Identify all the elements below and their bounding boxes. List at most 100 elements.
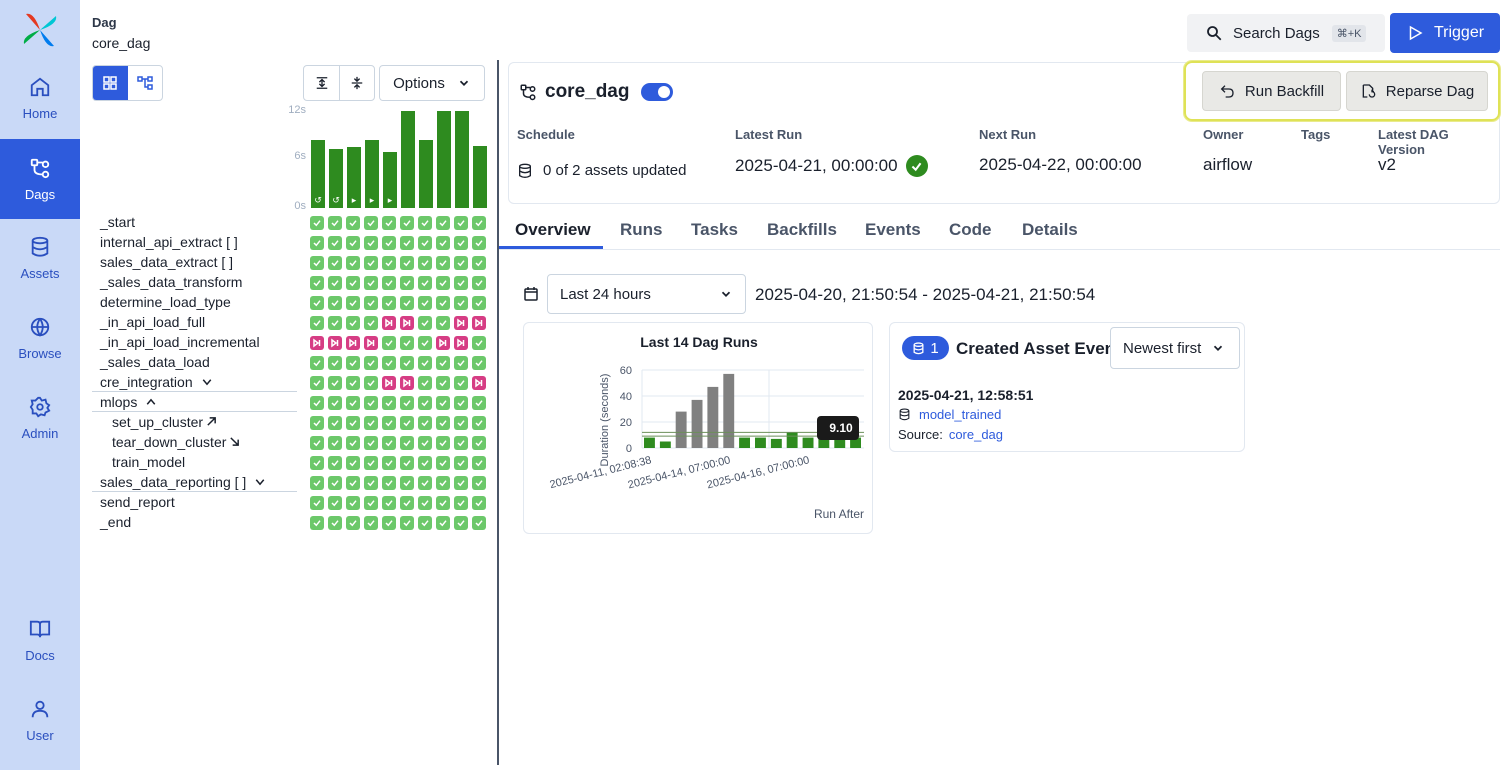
- task-instance-success[interactable]: [418, 296, 432, 310]
- task-instance-success[interactable]: [400, 356, 414, 370]
- task-instance-success[interactable]: [454, 436, 468, 450]
- task-instance-success[interactable]: [382, 216, 396, 230]
- task-instance-skipped[interactable]: [346, 336, 360, 350]
- task-instance-success[interactable]: [436, 276, 450, 290]
- nav-home[interactable]: Home: [0, 58, 80, 138]
- dag-run-bar[interactable]: [691, 399, 703, 448]
- task-group-row[interactable]: mlops: [92, 392, 297, 412]
- task-instance-success[interactable]: [382, 496, 396, 510]
- dag-pause-toggle[interactable]: [641, 83, 674, 101]
- task-instance-success[interactable]: [400, 516, 414, 530]
- task-instance-skipped[interactable]: [382, 316, 396, 330]
- graph-view-button[interactable]: [128, 66, 163, 100]
- dag-run-bar[interactable]: [644, 437, 655, 448]
- task-instance-success[interactable]: [436, 316, 450, 330]
- owner-value[interactable]: airflow: [1203, 155, 1253, 174]
- task-instance-success[interactable]: [328, 436, 342, 450]
- task-instance-skipped[interactable]: [400, 376, 414, 390]
- dag-run-bar[interactable]: [723, 373, 735, 448]
- task-instance-success[interactable]: [382, 236, 396, 250]
- task-instance-success[interactable]: [364, 216, 378, 230]
- task-instance-success[interactable]: [364, 236, 378, 250]
- task-instance-success[interactable]: [382, 276, 396, 290]
- task-row[interactable]: internal_api_extract [ ]: [92, 232, 297, 252]
- task-row[interactable]: _sales_data_transform: [92, 272, 297, 292]
- task-instance-success[interactable]: [400, 496, 414, 510]
- task-instance-success[interactable]: [364, 276, 378, 290]
- task-instance-success[interactable]: [346, 316, 360, 330]
- task-instance-success[interactable]: [346, 276, 360, 290]
- task-instance-success[interactable]: [436, 296, 450, 310]
- run-duration-bar[interactable]: [401, 111, 415, 208]
- task-instance-success[interactable]: [310, 376, 324, 390]
- task-instance-success[interactable]: [400, 456, 414, 470]
- task-instance-success[interactable]: [364, 356, 378, 370]
- nav-dags[interactable]: Dags: [0, 139, 80, 219]
- task-row[interactable]: set_up_cluster: [92, 412, 297, 432]
- run-duration-bar[interactable]: [311, 140, 325, 208]
- task-instance-success[interactable]: [310, 396, 324, 410]
- task-row[interactable]: train_model: [92, 452, 297, 472]
- task-instance-success[interactable]: [400, 396, 414, 410]
- task-instance-skipped[interactable]: [382, 376, 396, 390]
- tab-details[interactable]: Details: [1022, 220, 1078, 239]
- task-instance-success[interactable]: [328, 316, 342, 330]
- task-instance-success[interactable]: [328, 476, 342, 490]
- task-instance-success[interactable]: [346, 436, 360, 450]
- grid-view-button[interactable]: [93, 66, 128, 100]
- task-instance-success[interactable]: [328, 396, 342, 410]
- task-instance-success[interactable]: [418, 476, 432, 490]
- chevron-down-icon[interactable]: [254, 476, 266, 488]
- task-instance-success[interactable]: [454, 256, 468, 270]
- latest-run-value[interactable]: 2025-04-21, 00:00:00: [735, 155, 928, 177]
- task-instance-success[interactable]: [436, 476, 450, 490]
- task-instance-success[interactable]: [382, 476, 396, 490]
- task-instance-success[interactable]: [364, 456, 378, 470]
- task-instance-success[interactable]: [418, 356, 432, 370]
- airflow-logo-icon[interactable]: [20, 10, 60, 50]
- search-dags-button[interactable]: Search Dags ⌘+K: [1187, 14, 1385, 52]
- dag-run-bar[interactable]: [770, 438, 782, 448]
- task-instance-success[interactable]: [328, 376, 342, 390]
- task-instance-success[interactable]: [418, 236, 432, 250]
- task-instance-success[interactable]: [454, 516, 468, 530]
- nav-docs[interactable]: Docs: [0, 600, 80, 680]
- nav-user[interactable]: User: [0, 680, 80, 760]
- task-instance-skipped[interactable]: [472, 316, 486, 330]
- task-instance-success[interactable]: [436, 256, 450, 270]
- nav-browse[interactable]: Browse: [0, 298, 80, 378]
- task-instance-success[interactable]: [364, 416, 378, 430]
- task-instance-success[interactable]: [328, 496, 342, 510]
- task-instance-success[interactable]: [436, 376, 450, 390]
- task-group-row[interactable]: sales_data_reporting [ ]: [92, 472, 297, 492]
- tab-overview[interactable]: Overview: [515, 220, 591, 239]
- task-instance-success[interactable]: [382, 256, 396, 270]
- task-instance-success[interactable]: [436, 416, 450, 430]
- task-instance-success[interactable]: [454, 496, 468, 510]
- task-instance-success[interactable]: [346, 356, 360, 370]
- reparse-dag-button[interactable]: Reparse Dag: [1346, 71, 1488, 111]
- event-source-link[interactable]: core_dag: [948, 427, 1004, 442]
- task-instance-success[interactable]: [346, 296, 360, 310]
- dag-run-bar[interactable]: [818, 436, 830, 448]
- run-duration-bar[interactable]: [419, 140, 433, 208]
- collapse-all-button[interactable]: [339, 66, 374, 100]
- task-row[interactable]: determine_load_type: [92, 292, 297, 312]
- task-instance-success[interactable]: [328, 356, 342, 370]
- task-instance-skipped[interactable]: [454, 316, 468, 330]
- task-instance-success[interactable]: [346, 256, 360, 270]
- task-instance-success[interactable]: [310, 456, 324, 470]
- task-instance-success[interactable]: [418, 496, 432, 510]
- task-instance-success[interactable]: [400, 256, 414, 270]
- dag-run-bar[interactable]: [802, 437, 814, 448]
- task-instance-success[interactable]: [454, 296, 468, 310]
- nav-assets[interactable]: Assets: [0, 218, 80, 298]
- task-instance-success[interactable]: [436, 396, 450, 410]
- tab-tasks[interactable]: Tasks: [691, 220, 738, 239]
- task-instance-success[interactable]: [418, 216, 432, 230]
- run-duration-bar[interactable]: [383, 152, 397, 208]
- task-instance-success[interactable]: [472, 336, 486, 350]
- task-instance-success[interactable]: [472, 496, 486, 510]
- task-instance-success[interactable]: [454, 236, 468, 250]
- task-instance-success[interactable]: [382, 456, 396, 470]
